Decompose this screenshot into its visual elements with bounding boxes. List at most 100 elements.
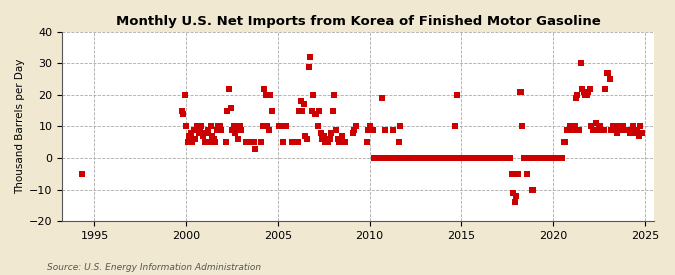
Point xyxy=(546,156,557,160)
Point xyxy=(216,127,227,132)
Point xyxy=(319,134,329,138)
Point xyxy=(447,156,458,160)
Point xyxy=(286,140,297,144)
Point xyxy=(533,156,543,160)
Point xyxy=(406,156,416,160)
Point xyxy=(398,156,408,160)
Point xyxy=(549,156,560,160)
Point xyxy=(233,137,244,141)
Point xyxy=(587,127,598,132)
Point xyxy=(537,156,548,160)
Point xyxy=(539,156,549,160)
Point xyxy=(389,156,400,160)
Point xyxy=(280,124,291,129)
Point xyxy=(578,90,589,94)
Point xyxy=(383,156,394,160)
Point xyxy=(199,140,210,144)
Point xyxy=(620,127,630,132)
Point xyxy=(522,172,533,176)
Point xyxy=(187,140,198,144)
Point xyxy=(414,156,425,160)
Point xyxy=(340,140,350,144)
Point xyxy=(586,124,597,129)
Point xyxy=(190,137,200,141)
Point xyxy=(535,156,546,160)
Point xyxy=(629,131,640,135)
Point xyxy=(213,124,223,129)
Point xyxy=(184,134,194,138)
Point xyxy=(500,156,511,160)
Point xyxy=(615,127,626,132)
Point xyxy=(443,156,454,160)
Point xyxy=(369,156,379,160)
Point xyxy=(483,156,494,160)
Point xyxy=(302,137,313,141)
Point xyxy=(400,156,410,160)
Point xyxy=(524,156,535,160)
Point xyxy=(476,156,487,160)
Point xyxy=(337,134,348,138)
Point xyxy=(348,131,358,135)
Point xyxy=(309,112,320,116)
Point xyxy=(589,127,600,132)
Point xyxy=(259,86,269,91)
Point xyxy=(609,127,620,132)
Point xyxy=(401,156,412,160)
Point xyxy=(329,93,340,97)
Point xyxy=(304,55,315,59)
Point xyxy=(477,156,488,160)
Point xyxy=(552,156,563,160)
Point xyxy=(390,156,401,160)
Point xyxy=(514,90,525,94)
Point xyxy=(315,131,326,135)
Point xyxy=(487,156,497,160)
Point xyxy=(424,156,435,160)
Point xyxy=(517,124,528,129)
Point xyxy=(228,124,239,129)
Point xyxy=(176,109,187,113)
Point xyxy=(556,156,566,160)
Point xyxy=(373,156,384,160)
Point xyxy=(385,156,396,160)
Point xyxy=(265,93,275,97)
Point xyxy=(240,140,251,144)
Point xyxy=(210,140,221,144)
Point xyxy=(232,127,242,132)
Point xyxy=(473,156,484,160)
Point xyxy=(361,140,372,144)
Point xyxy=(621,127,632,132)
Point xyxy=(262,124,273,129)
Point xyxy=(181,124,192,129)
Point xyxy=(616,127,627,132)
Point xyxy=(223,86,234,91)
Point xyxy=(479,156,489,160)
Point xyxy=(256,140,267,144)
Y-axis label: Thousand Barrels per Day: Thousand Barrels per Day xyxy=(15,59,25,194)
Point xyxy=(77,172,88,176)
Point xyxy=(430,156,441,160)
Point xyxy=(182,140,193,144)
Point xyxy=(603,71,614,75)
Point xyxy=(482,156,493,160)
Point xyxy=(227,127,238,132)
Point xyxy=(437,156,448,160)
Point xyxy=(404,156,415,160)
Point xyxy=(209,137,219,141)
Point xyxy=(502,156,512,160)
Point xyxy=(379,127,390,132)
Point xyxy=(511,194,522,198)
Point xyxy=(526,187,537,192)
Point xyxy=(350,124,361,129)
Point xyxy=(313,124,323,129)
Point xyxy=(245,140,256,144)
Point xyxy=(604,77,615,81)
Point xyxy=(608,124,618,129)
Point xyxy=(308,93,319,97)
Point xyxy=(465,156,476,160)
Point xyxy=(612,131,623,135)
Point xyxy=(634,124,645,129)
Point xyxy=(257,124,268,129)
Point xyxy=(408,156,419,160)
Point xyxy=(606,127,617,132)
Point xyxy=(267,109,277,113)
